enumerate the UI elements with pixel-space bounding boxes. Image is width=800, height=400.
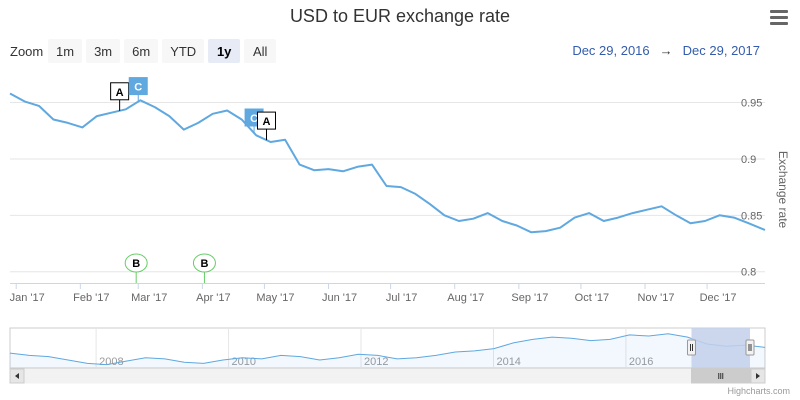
navigator-outline — [9, 327, 766, 369]
y-tick-label: 0.85 — [741, 210, 762, 222]
flag-c-label: C — [134, 82, 142, 94]
zoom-1y-button[interactable]: 1y — [208, 39, 241, 63]
hamburger-menu-icon[interactable] — [770, 10, 788, 26]
x-tick-label: Dec '17 — [700, 292, 737, 304]
navigator-tick-label: 2012 — [364, 356, 388, 368]
x-tick-label: Jan '17 — [10, 292, 45, 304]
navigator-area — [10, 333, 765, 368]
x-tick-label: Mar '17 — [131, 292, 167, 304]
zoom-all-button[interactable]: All — [244, 39, 277, 63]
x-tick-label: Jul '17 — [386, 292, 417, 304]
y-tick-label: 0.95 — [741, 98, 762, 110]
x-tick-label: Aug '17 — [447, 292, 484, 304]
zoom-3m-button[interactable]: 3m — [86, 39, 121, 63]
scroll-left-arrow-icon — [15, 373, 19, 379]
range-arrow: → — [659, 43, 673, 58]
navigator-handle-left — [686, 339, 696, 356]
zoom-ytd-button[interactable]: YTD — [162, 39, 205, 63]
flag-c-marker — [128, 77, 148, 96]
flag-c-label: C — [250, 113, 258, 125]
zoom-1m-button[interactable]: 1m — [48, 39, 83, 63]
x-tick-label: May '17 — [256, 292, 294, 304]
flag-a-label: A — [116, 87, 124, 99]
series-line — [9, 92, 766, 234]
navigator-handle-right — [745, 339, 755, 356]
scrollbar-track — [9, 368, 766, 384]
range-to-input[interactable]: Dec 29, 2017 — [682, 43, 760, 58]
zoom-6m-button[interactable]: 6m — [124, 39, 159, 63]
flag-a-marker — [110, 82, 130, 101]
range-selector: 1m 3m 6m YTD 1y All — [48, 39, 277, 63]
x-tick-label: Nov '17 — [638, 292, 675, 304]
navigator-line — [9, 333, 766, 366]
credits-link[interactable]: Highcharts.com — [727, 386, 790, 396]
date-range: Dec 29, 2016 → Dec 29, 2017 — [572, 43, 760, 58]
flag-b-label: B — [200, 258, 208, 270]
chart-title: USD to EUR exchange rate — [289, 6, 511, 26]
x-tick-label: Sep '17 — [511, 292, 548, 304]
x-tick-label: Oct '17 — [575, 292, 610, 304]
x-tick-label: Apr '17 — [196, 292, 231, 304]
scroll-right-arrow-icon — [756, 373, 760, 379]
flag-b-marker — [124, 253, 148, 273]
zoom-label: Zoom — [10, 44, 44, 59]
flag-b-label: B — [132, 258, 140, 270]
x-tick-label: Feb '17 — [73, 292, 109, 304]
range-from-input[interactable]: Dec 29, 2016 — [572, 43, 650, 58]
flag-a-label: A — [263, 116, 271, 128]
x-tick-label: Jun '17 — [322, 292, 357, 304]
y-tick-label: 0.9 — [741, 154, 756, 166]
navigator-tick-label: 2016 — [629, 356, 653, 368]
y-tick-label: 0.8 — [741, 267, 756, 279]
flag-b-marker — [192, 253, 216, 273]
navigator-selection — [691, 328, 750, 368]
y-axis-title: Exchange rate — [776, 151, 790, 229]
flag-a-marker — [256, 111, 276, 130]
navigator-tick-label: 2010 — [232, 356, 256, 368]
navigator-tick-label: 2014 — [496, 356, 520, 368]
